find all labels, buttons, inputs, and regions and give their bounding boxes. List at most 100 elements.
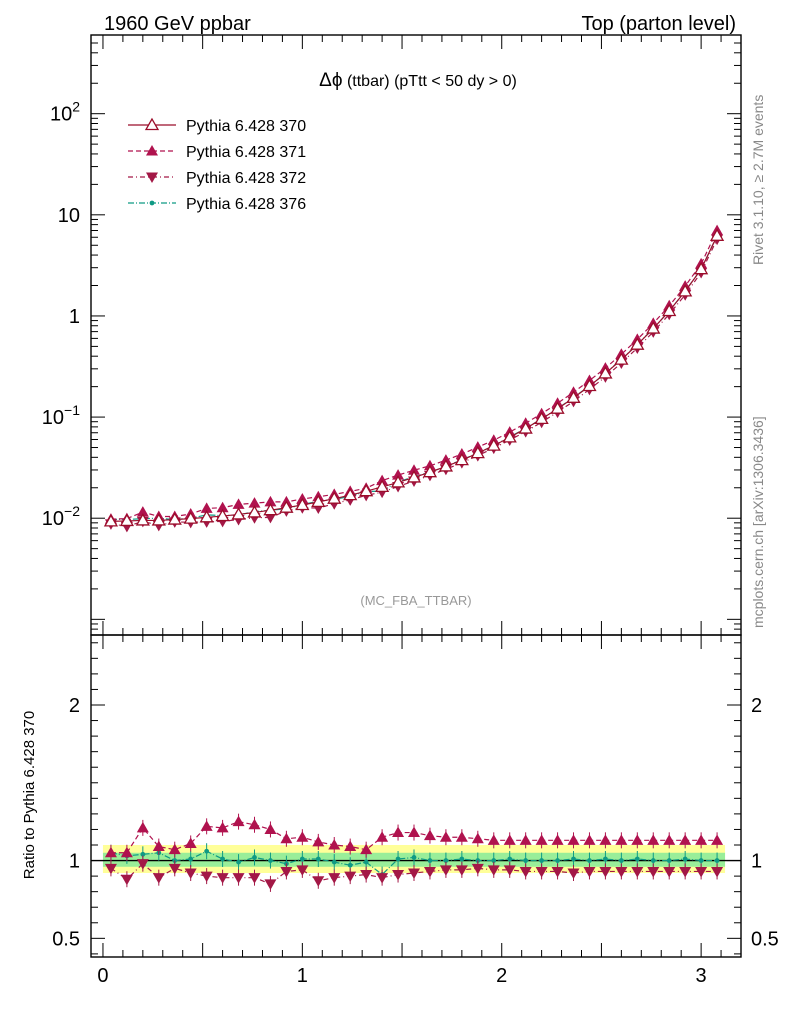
ratio-point (471, 863, 484, 875)
legend-label: Pythia 6.428 372 (186, 170, 306, 187)
analysis-label: (MC_FBA_TTBAR) (360, 593, 471, 608)
data-point (264, 495, 277, 507)
ratio-point (439, 831, 452, 842)
data-point (216, 501, 229, 513)
ratio-point (679, 834, 692, 845)
ratio-point (455, 865, 468, 876)
ratio-point (204, 848, 210, 854)
ratio-frame (90, 634, 742, 958)
data-point (374, 479, 390, 493)
data-point (518, 421, 533, 434)
ratio-point (232, 873, 245, 884)
main-panel: 10−2 10−1 1 10 102 Δϕ (ttbar) (pTtt < 50 dy … (42, 34, 742, 636)
ratio-y-tick-label: 2 (69, 695, 80, 717)
data-point (566, 390, 581, 403)
x-tick-label: 0 (97, 965, 108, 987)
ratio-point (252, 855, 257, 860)
ratio-series-0 (104, 813, 724, 861)
ratio-point (344, 871, 357, 883)
ratio-point (315, 856, 321, 862)
ratio-point (395, 856, 401, 862)
ratio-point (679, 866, 692, 878)
ratio-point (455, 831, 468, 842)
x-tick-labels: 0 1 2 3 (97, 965, 706, 987)
y-tick-label: 10−2 (42, 503, 80, 530)
ratio-point (120, 846, 133, 858)
ratio-point (168, 863, 181, 875)
ratio-point (603, 856, 608, 862)
ratio-point (328, 839, 341, 850)
ratio-point (427, 858, 433, 863)
mcplots-label: mcplots.cern.ch [arXiv:1306.3436] (750, 416, 766, 628)
data-point (502, 430, 517, 443)
ratio-point (503, 834, 516, 845)
series-line (110, 238, 718, 528)
ratio-point (583, 834, 596, 845)
series-0 (103, 228, 725, 527)
ratio-point (216, 873, 229, 884)
ratio-point (264, 823, 277, 834)
ratio-point (567, 834, 580, 845)
y-tick-label: 10−1 (42, 402, 80, 429)
legend-marker (146, 145, 158, 156)
y-tick-label: 1 (69, 306, 80, 328)
rivet-label: Rivet 3.1.10, ≥ 2.7M events (750, 95, 766, 265)
ratio-ticks (91, 635, 742, 957)
main-series (103, 224, 725, 533)
ratio-point (376, 873, 389, 884)
ratio-series-1 (104, 855, 724, 892)
ratio-point (443, 858, 449, 863)
ratio-y-tick-label: 1 (69, 851, 80, 873)
x-tick-label: 1 (297, 965, 308, 987)
data-point (103, 514, 119, 527)
data-point (199, 510, 214, 523)
ratio-point (268, 858, 273, 863)
ratio-point (519, 866, 532, 878)
data-point (136, 506, 149, 517)
ratio-point (344, 840, 357, 852)
ratio-point (296, 831, 309, 842)
ratio-point (200, 871, 213, 883)
series-line (110, 230, 718, 520)
legend-label: Pythia 6.428 371 (186, 144, 306, 161)
y-tick-label: 102 (50, 99, 80, 126)
main-ylabels: 10−2 10−1 1 10 102 (42, 99, 80, 531)
ratio-point (615, 834, 628, 845)
ratio-point (248, 818, 261, 830)
data-point (359, 483, 374, 497)
data-point (231, 507, 246, 520)
ratio-point (299, 856, 305, 862)
data-point (406, 470, 422, 483)
ratio-point (599, 834, 612, 845)
ratio-point (567, 868, 580, 879)
ratio-point (360, 843, 373, 855)
legend-marker (149, 200, 155, 206)
ratio-point (363, 859, 369, 865)
ratio-point (711, 866, 724, 878)
data-point (263, 502, 278, 516)
data-point (311, 494, 326, 508)
ratio-point (392, 870, 405, 881)
ratio-point (264, 879, 277, 890)
ratio-point (200, 820, 213, 831)
ratio-panel: 0.5 0.5 1 1 2 2 0 1 2 3 Ratio to Pythia 6.428 37… (21, 634, 779, 987)
data-point (343, 487, 358, 501)
ratio-point (168, 843, 181, 855)
ratio-point (152, 840, 165, 852)
ratio-point (184, 837, 197, 848)
ratio-y-tick-label-right: 0.5 (751, 928, 779, 950)
ratio-point (104, 863, 117, 875)
chart-title: Δϕ (ttbar) (pTtt < 50 dy > 0) (319, 70, 517, 91)
ratio-point (647, 866, 660, 878)
data-point (327, 491, 342, 504)
ratio-series (104, 813, 724, 892)
ratio-point (491, 858, 497, 863)
data-point (486, 438, 501, 451)
data-point (709, 228, 725, 241)
ratio-point (280, 866, 293, 878)
data-point (582, 378, 597, 392)
ratio-point (647, 834, 660, 845)
data-point (550, 401, 565, 414)
ratio-point (695, 866, 708, 878)
ratio-series-2 (108, 843, 720, 883)
